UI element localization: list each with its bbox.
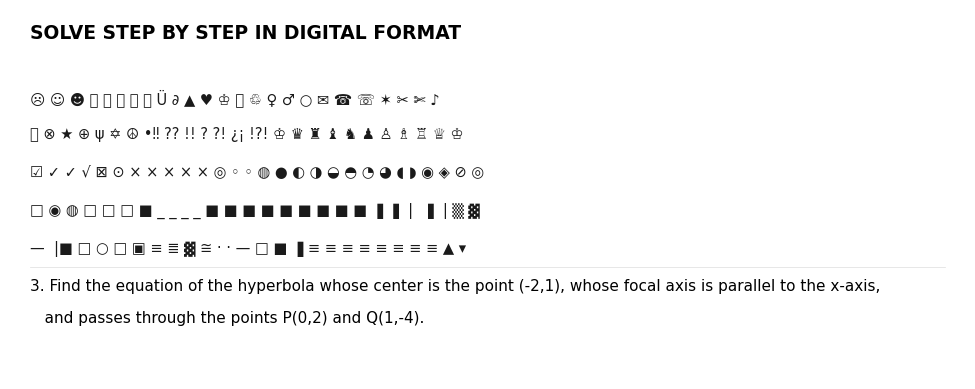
Text: ☑ ✓ ✓ √ ⊠ ⊙ × × × × × ◎ ◦ ◦ ◍ ● ◐ ◑ ◒ ◓ ◔ ◕ ◖ ◗ ◉ ◈ ⊘ ◎: ☑ ✓ ✓ √ ⊠ ⊙ × × × × × ◎ ◦ ◦ ◍ ● ◐ ◑ ◒ ◓ … — [30, 165, 485, 180]
Text: ☹ ☺ ☻ ご ゾ ツ ッ シ Ü ∂ ▲ ♥ ♔ 분 ♲ ♀ ♂ ○ ✉ ☎ ☏ ✶ ✂ ✄ ♪: ☹ ☺ ☻ ご ゾ ツ ッ シ Ü ∂ ▲ ♥ ♔ 분 ♲ ♀ ♂ ○ ✉ ☎ … — [30, 89, 440, 107]
Text: 3. Find the equation of the hyperbola whose center is the point (-2,1), whose fo: 3. Find the equation of the hyperbola wh… — [30, 279, 880, 294]
Text: SOLVE STEP BY STEP IN DIGITAL FORMAT: SOLVE STEP BY STEP IN DIGITAL FORMAT — [30, 24, 461, 43]
Text: Ⓐ ⊗ ★ ⊕ ψ ✡ ☮ •‼ ?? !! ? ?! ¿¡ !?! ♔ ♛ ♜ ♝ ♞ ♟ ♙ ♗ ♖ ♕ ♔: Ⓐ ⊗ ★ ⊕ ψ ✡ ☮ •‼ ?? !! ? ?! ¿¡ !?! ♔ ♛ ♜… — [30, 127, 464, 142]
Text: □ ◉ ◍ □ □ □ ■ _ _ _ _ ■ ■ ■ ■ ■ ■ ■ ■ ■ ▐ ▐  |  ▐  | ▒ ▓: □ ◉ ◍ □ □ □ ■ _ _ _ _ ■ ■ ■ ■ ■ ■ ■ ■ ■ … — [30, 203, 480, 219]
Text: and passes through the points P(0,2) and Q(1,-4).: and passes through the points P(0,2) and… — [30, 311, 424, 326]
Text: —  |■ □ ○ □ ▣ ≡ ≣ ▓ ≅ · · — □ ■ ▐ ≡ ≡ ≡ ≡ ≡ ≡ ≡ ≡ ▲ ▾: — |■ □ ○ □ ▣ ≡ ≣ ▓ ≅ · · — □ ■ ▐ ≡ ≡ ≡ ≡… — [30, 241, 466, 257]
